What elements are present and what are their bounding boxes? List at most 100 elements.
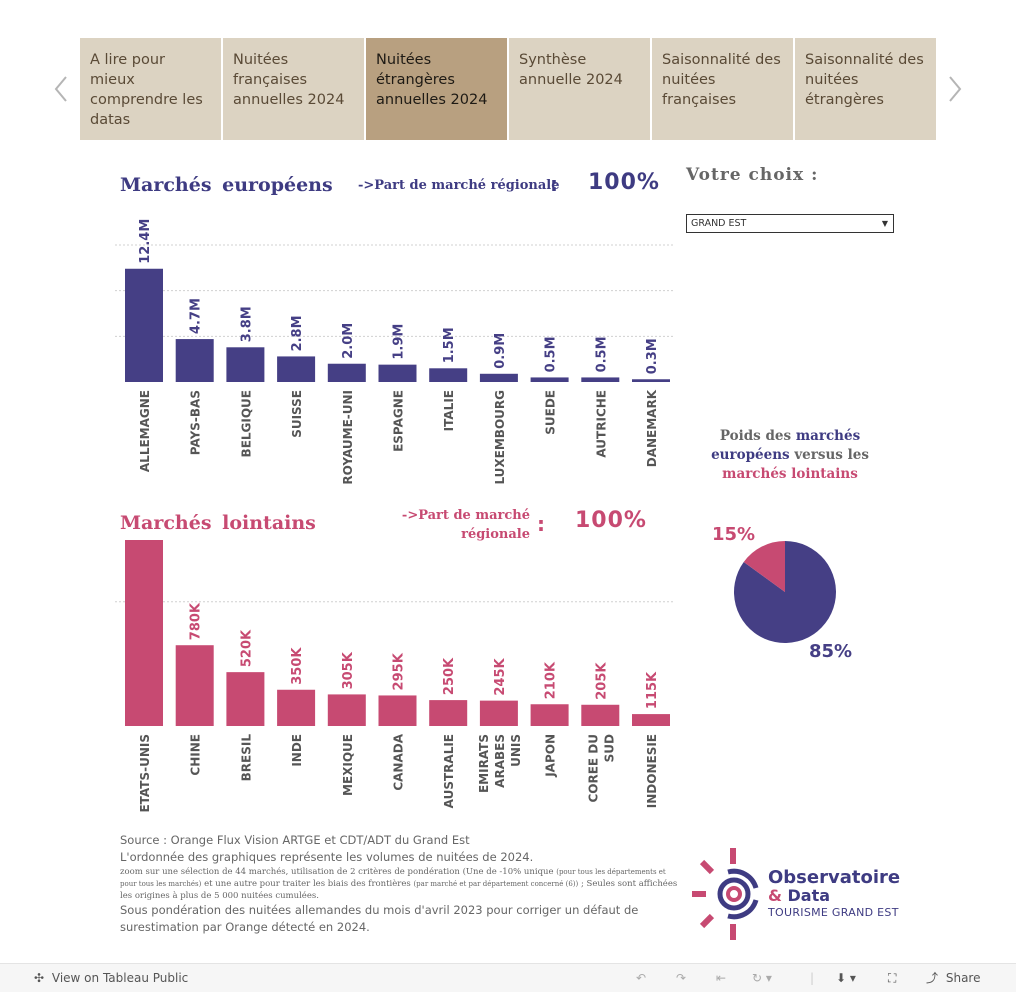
share-label: Share (945, 971, 981, 985)
value-label: 210K (544, 661, 559, 699)
tableau-logo-icon: ✣ (34, 971, 45, 985)
value-label: 12.4M (138, 219, 153, 264)
category-label: ROYAUME-UNI (341, 390, 355, 485)
bar-indonesie (632, 714, 670, 726)
bar-allemagne (125, 268, 163, 382)
view-on-tableau-label: View on Tableau Public (51, 971, 189, 985)
caret-down-icon: ▼ (881, 219, 888, 228)
value-label: 3.8M (239, 306, 254, 342)
value-label: 520K (239, 629, 254, 667)
distant-share-colon: : (537, 512, 545, 536)
european-bar-chart: 12.4M ALLEMAGNE 4.7M PAYS-BAS 3.8M BELGIQUE 2.… (115, 219, 675, 485)
bar-canada (378, 695, 417, 726)
tab-synthese[interactable]: Synthèse annuelle 2024 (509, 38, 650, 140)
bar-inde (277, 689, 316, 726)
bar-belgique (226, 347, 265, 382)
bar-australie (429, 700, 468, 726)
observatoire-logo-icon (692, 848, 759, 940)
category-label: AUSTRALIE (442, 734, 456, 808)
region-select[interactable]: GRAND EST ▼ (686, 214, 894, 233)
pie-title: Poids des marchés européens versus les m… (686, 427, 894, 484)
logo-subtitle: & Data (768, 886, 831, 905)
note-methodology: zoom sur une sélection de 44 marchés, ut… (120, 867, 678, 901)
pie-title-far: marchés lointains (722, 466, 858, 482)
value-label: 1.5M (442, 327, 457, 363)
bar-japon (530, 704, 569, 726)
distant-title: Marchés lointains (120, 512, 316, 534)
distant-share-value: 100% (575, 508, 647, 533)
fullscreen-icon[interactable]: ⛶ (888, 971, 897, 985)
bar-danemark (632, 379, 670, 382)
category-label: CHINE (189, 734, 203, 776)
value-label: 350K (290, 647, 305, 685)
category-label: INDE (290, 734, 304, 767)
download-icon[interactable]: ⬇ ▾ (836, 971, 856, 985)
category-label: BELGIQUE (239, 390, 253, 457)
category-label: UNIS (509, 734, 523, 767)
view-on-tableau-button[interactable]: ✣ View on Tableau Public (34, 964, 188, 992)
region-select-value: GRAND EST (691, 218, 747, 229)
category-label: SUEDE (544, 390, 558, 435)
revert-icon[interactable]: ⇤ (716, 971, 727, 985)
refresh-icon[interactable]: ↻ ▾ (752, 971, 772, 985)
category-label: LUXEMBOURG (493, 390, 507, 485)
pie-title-part2: versus les (789, 447, 869, 463)
bar-etats-unis (125, 540, 163, 726)
bar-bresil (226, 672, 265, 726)
pie-slice-distant (743, 541, 785, 592)
redo-icon[interactable]: ↷ (676, 971, 687, 985)
pie-label-european: 85% (809, 641, 852, 662)
value-label: 115K (645, 671, 660, 709)
category-label: MEXIQUE (341, 734, 355, 796)
choice-label: Votre choix : (686, 165, 819, 185)
tab-saisonnalite-francaises[interactable]: Saisonnalité des nuitées françaises (652, 38, 793, 140)
category-label: DANEMARK (645, 389, 659, 467)
chevron-right-icon[interactable] (942, 74, 966, 104)
category-label: COREE DU (586, 734, 600, 803)
bar-chine (175, 645, 214, 726)
distant-share-label: ->Part de marché régionale (401, 508, 530, 542)
tableau-toolbar: ✣ View on Tableau Public ↶ ↷ ⇤ ↻ ▾ | ⬇ ▾… (0, 963, 1016, 992)
tab-saisonnalite-etrangeres[interactable]: Saisonnalité des nuitées étrangères (795, 38, 936, 140)
value-label: 0.5M (594, 336, 609, 372)
value-label: 0.5M (544, 336, 559, 372)
distant-bar-chart: 1,800KETATS-UNIS780KCHINE520KBRESIL350KI… (115, 540, 675, 813)
value-label: 1.9M (392, 324, 407, 360)
bar-royaume-uni (327, 363, 366, 382)
value-label: 295K (392, 652, 407, 690)
value-label: 2.0M (341, 323, 356, 359)
value-label: 305K (341, 651, 356, 689)
category-label: PAYS-BAS (189, 390, 203, 455)
category-label: JAPON (544, 734, 558, 778)
category-label: ETATS-UNIS (138, 734, 152, 813)
logo-title: Observatoire (768, 867, 901, 888)
category-label: CANADA (392, 733, 406, 790)
chevron-left-icon[interactable] (50, 74, 74, 104)
bar-emirats-arabes-unis (479, 700, 518, 726)
category-label: INDONESIE (645, 734, 659, 808)
source-notes: Source : Orange Flux Vision ARTGE et CDT… (120, 832, 680, 938)
value-label: 205K (594, 662, 609, 700)
pie-title-eu: marchés européens (711, 428, 861, 463)
value-label: 0.3M (645, 338, 660, 374)
pie-title-part1: Poids des (719, 428, 796, 444)
pie-chart: 85% 15% (712, 524, 852, 662)
tab-lire[interactable]: A lire pour mieux comprendre les datas (80, 38, 221, 140)
note-weighting: Sous pondération des nuitées allemandes … (120, 903, 639, 934)
tab-nuitees-francaises[interactable]: Nuitées françaises annuelles 2024 (223, 38, 364, 140)
category-label: ESPAGNE (392, 390, 406, 452)
category-label: ITALIE (442, 390, 456, 431)
share-button[interactable]: ⤴ Share (926, 964, 980, 992)
value-label: 780K (189, 602, 204, 640)
undo-icon[interactable]: ↶ (636, 971, 647, 985)
value-label: 0.9M (493, 333, 508, 369)
european-share-label: ->Part de marché régionale (358, 178, 560, 193)
tab-nuitees-etrangeres[interactable]: Nuitées étrangères annuelles 2024 (366, 38, 507, 140)
value-label: 245K (493, 657, 508, 695)
value-label: 250K (442, 657, 457, 695)
bar-coree-du-sud (581, 704, 620, 726)
bar-mexique (327, 694, 366, 726)
category-label: ALLEMAGNE (138, 390, 152, 472)
category-label: SUD (602, 734, 616, 762)
category-label: ARABES (493, 734, 507, 788)
